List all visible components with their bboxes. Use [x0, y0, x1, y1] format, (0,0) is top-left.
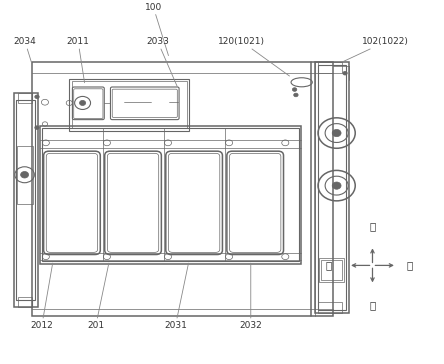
Bar	[14, 93, 38, 307]
Text: 2033: 2033	[147, 37, 177, 86]
Bar	[319, 258, 344, 282]
Bar	[17, 93, 32, 103]
Circle shape	[35, 95, 39, 99]
Circle shape	[343, 71, 347, 75]
Bar	[32, 62, 333, 316]
Bar	[315, 62, 349, 313]
Text: 2012: 2012	[31, 263, 53, 330]
Bar	[321, 260, 342, 280]
Bar	[318, 65, 346, 310]
Text: 2011: 2011	[67, 37, 90, 83]
Text: 上: 上	[369, 221, 376, 231]
Circle shape	[293, 93, 298, 97]
Bar	[16, 146, 32, 204]
Text: 120(1021): 120(1021)	[218, 37, 289, 76]
Bar	[42, 128, 298, 261]
Circle shape	[20, 171, 28, 178]
Text: 102(1022): 102(1022)	[343, 37, 409, 62]
Circle shape	[293, 88, 297, 91]
Bar	[71, 81, 187, 128]
Bar	[16, 100, 35, 300]
Bar	[318, 302, 342, 313]
Text: 下: 下	[369, 300, 376, 310]
Circle shape	[332, 182, 341, 189]
Bar	[17, 297, 32, 307]
Text: 2032: 2032	[239, 263, 262, 330]
Text: 201: 201	[87, 263, 109, 330]
Text: 2031: 2031	[164, 263, 189, 330]
Text: 100: 100	[145, 3, 168, 56]
Circle shape	[35, 126, 39, 130]
Text: 右: 右	[407, 260, 413, 270]
Bar	[69, 79, 189, 131]
Bar	[318, 62, 342, 73]
Text: 2034: 2034	[14, 37, 36, 65]
Circle shape	[79, 100, 86, 106]
Text: 左: 左	[325, 260, 331, 270]
Circle shape	[332, 130, 341, 136]
Bar	[40, 126, 301, 264]
